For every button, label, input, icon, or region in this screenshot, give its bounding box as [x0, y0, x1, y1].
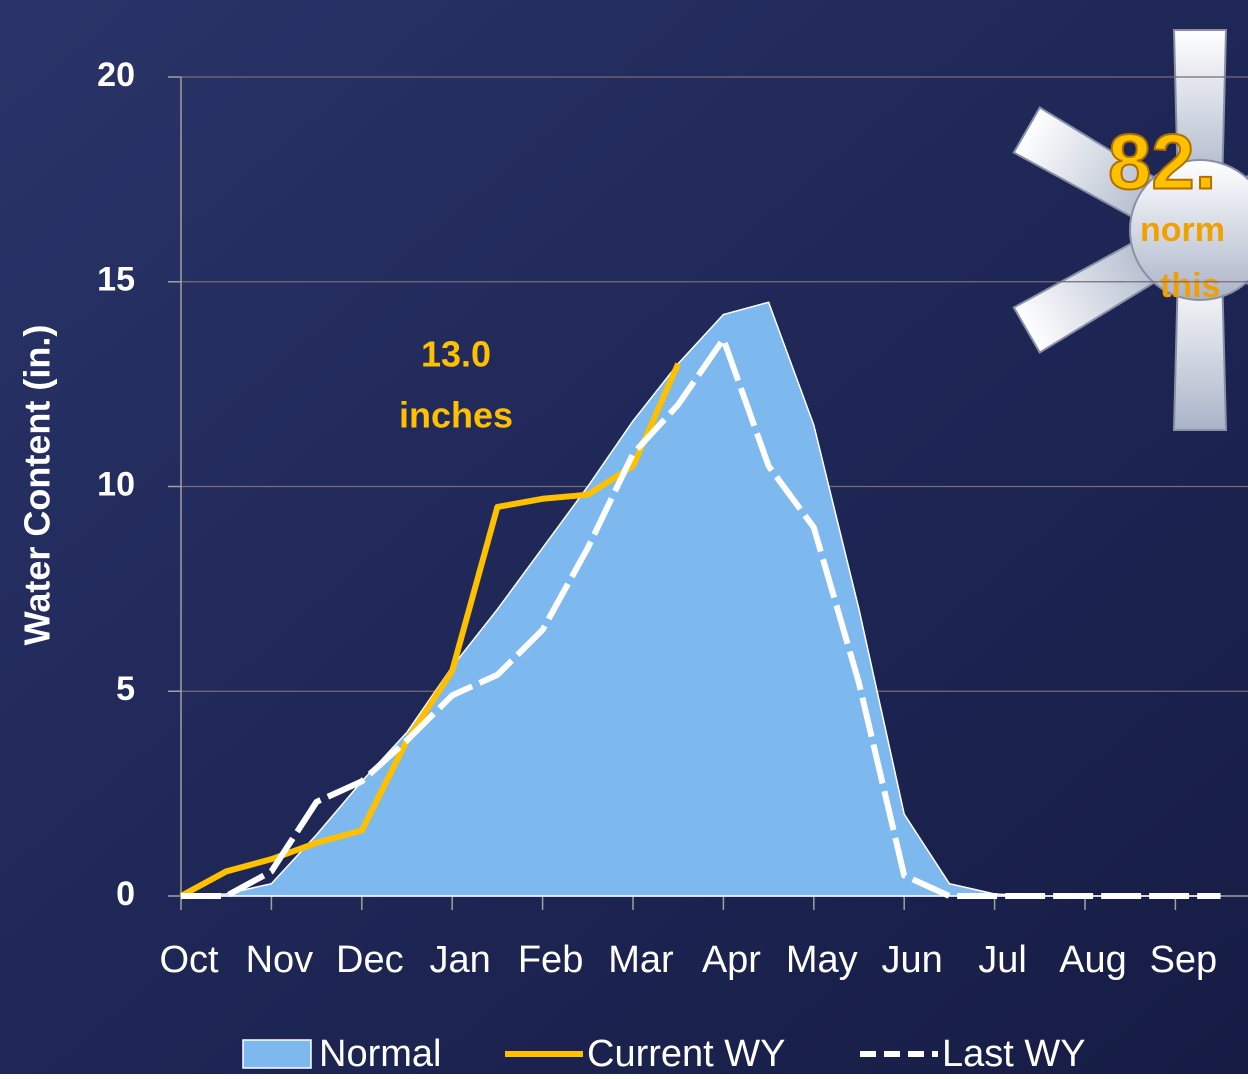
badge-text: this — [1160, 267, 1220, 305]
x-tick-label: Mar — [608, 939, 674, 981]
legend-label: Last WY — [942, 1033, 1086, 1074]
x-tick-label: May — [786, 939, 858, 981]
y-axis-label: Water Content (in.) — [17, 325, 58, 646]
chart: 82. norm this 0 5 10 15 20 Oct Nov Dec Jan Feb Mar… — [0, 0, 1248, 1074]
badge-text: norm — [1140, 211, 1225, 249]
x-tick-label: Aug — [1059, 939, 1127, 981]
badge-value: 82. — [1108, 118, 1216, 206]
annotation: inches — [399, 395, 513, 436]
x-tick-label: Nov — [246, 939, 314, 981]
y-tick-label: 0 — [116, 875, 135, 913]
y-tick-label: 20 — [97, 56, 135, 94]
annotation: 13.0 — [421, 334, 491, 375]
x-tick-label: Dec — [336, 939, 404, 981]
x-tick-label: Jun — [882, 939, 943, 981]
y-tick-label: 5 — [116, 670, 135, 708]
x-tick-label: Oct — [159, 939, 219, 981]
x-tick-label: Sep — [1150, 939, 1218, 981]
y-tick-label: 15 — [97, 261, 135, 299]
legend-label: Normal — [319, 1033, 441, 1074]
x-tick-label: Jul — [978, 939, 1027, 981]
legend-swatch — [243, 1040, 311, 1068]
legend-label: Current WY — [587, 1033, 785, 1074]
y-tick-label: 10 — [97, 465, 135, 503]
x-tick-label: Jan — [430, 939, 491, 981]
x-tick-label: Apr — [702, 939, 761, 981]
x-tick-label: Feb — [518, 939, 583, 981]
